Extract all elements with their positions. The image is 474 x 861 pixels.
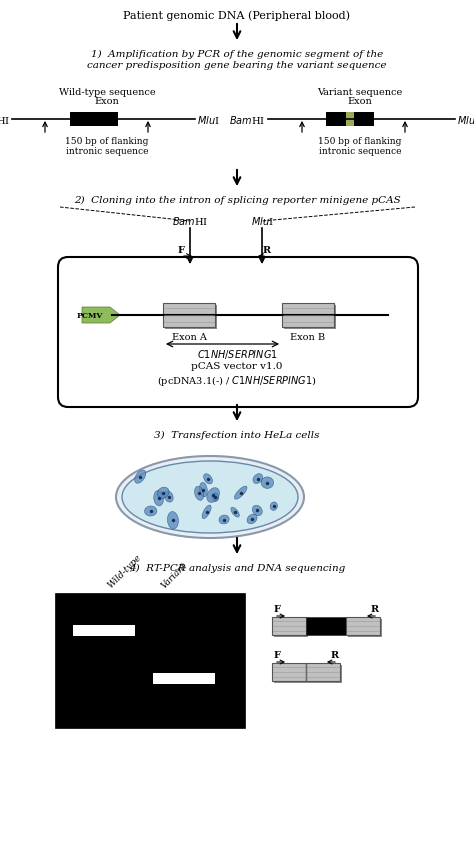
Text: Exon: Exon <box>347 97 373 106</box>
Text: R: R <box>371 604 379 613</box>
Text: (pcDNA3.1(-) / $\mathit{C1NH/SERPING1}$): (pcDNA3.1(-) / $\mathit{C1NH/SERPING1}$) <box>157 374 317 387</box>
Text: $\mathit{Mlu}$I: $\mathit{Mlu}$I <box>197 114 220 126</box>
Ellipse shape <box>247 515 257 524</box>
Bar <box>348 619 382 637</box>
Bar <box>306 663 340 681</box>
Bar <box>282 304 334 328</box>
Bar <box>73 625 135 636</box>
Bar <box>274 619 308 637</box>
Text: Exon A: Exon A <box>172 332 207 342</box>
Bar <box>55 593 245 728</box>
Bar <box>306 617 346 635</box>
FancyBboxPatch shape <box>58 257 418 407</box>
Ellipse shape <box>200 483 207 498</box>
Text: pCAS vector v1.0: pCAS vector v1.0 <box>191 362 283 370</box>
Text: F: F <box>273 650 281 660</box>
Ellipse shape <box>203 474 212 485</box>
Text: Exon: Exon <box>95 97 119 106</box>
Text: $\mathit{Mlu}$I: $\mathit{Mlu}$I <box>251 214 273 226</box>
Ellipse shape <box>252 505 262 516</box>
Ellipse shape <box>145 506 157 517</box>
Text: PCMV: PCMV <box>77 312 103 319</box>
Bar <box>272 617 306 635</box>
Text: R: R <box>263 245 271 255</box>
Bar <box>346 617 380 635</box>
Bar <box>346 113 354 127</box>
Bar <box>153 673 215 684</box>
Bar <box>163 304 215 328</box>
Text: 150 bp of flanking
intronic sequence: 150 bp of flanking intronic sequence <box>65 137 149 156</box>
FancyArrow shape <box>82 307 120 324</box>
Ellipse shape <box>207 488 219 503</box>
Bar <box>284 306 336 330</box>
Text: $\mathit{C1NH/SERPING1}$: $\mathit{C1NH/SERPING1}$ <box>197 348 277 361</box>
Ellipse shape <box>154 491 164 506</box>
Ellipse shape <box>212 493 219 502</box>
Text: 3)  Transfection into HeLa cells: 3) Transfection into HeLa cells <box>154 430 320 440</box>
Bar <box>308 666 342 684</box>
Ellipse shape <box>116 456 304 538</box>
Ellipse shape <box>231 508 239 517</box>
Text: 2)  Cloning into the intron of splicing reporter minigene pCAS: 2) Cloning into the intron of splicing r… <box>73 195 401 205</box>
Ellipse shape <box>122 461 298 533</box>
Bar <box>272 663 306 681</box>
Ellipse shape <box>194 486 204 501</box>
Text: Wild-type: Wild-type <box>106 552 144 589</box>
Text: F: F <box>177 245 184 255</box>
Ellipse shape <box>235 486 247 499</box>
Text: Exon B: Exon B <box>291 332 326 342</box>
Text: 1)  Amplification by PCR of the genomic segment of the
cancer predisposition gen: 1) Amplification by PCR of the genomic s… <box>87 50 387 70</box>
Ellipse shape <box>261 477 273 489</box>
Ellipse shape <box>157 487 169 499</box>
Text: Patient genomic DNA (Peripheral blood): Patient genomic DNA (Peripheral blood) <box>124 10 350 21</box>
Ellipse shape <box>135 470 146 484</box>
Bar <box>70 113 118 127</box>
Text: Wild-type sequence: Wild-type sequence <box>59 88 155 97</box>
Bar <box>165 306 217 330</box>
Text: 150 bp of flanking
intronic sequence: 150 bp of flanking intronic sequence <box>319 137 401 156</box>
Text: 4)  RT-PCR analysis and DNA sequencing: 4) RT-PCR analysis and DNA sequencing <box>129 563 345 573</box>
Ellipse shape <box>164 492 173 503</box>
Text: F: F <box>273 604 281 613</box>
Text: $\mathit{Bam}$HI: $\mathit{Bam}$HI <box>0 114 10 126</box>
Text: Variant sequence: Variant sequence <box>318 88 402 97</box>
Ellipse shape <box>167 512 178 530</box>
Bar <box>274 666 308 684</box>
Ellipse shape <box>202 505 211 519</box>
Text: $\mathit{Bam}$HI: $\mathit{Bam}$HI <box>172 214 208 226</box>
Ellipse shape <box>253 474 263 484</box>
Text: Variant: Variant <box>159 560 189 589</box>
Bar <box>326 113 374 127</box>
Ellipse shape <box>219 516 229 524</box>
Text: $\mathit{Mlu}$I: $\mathit{Mlu}$I <box>457 114 474 126</box>
Ellipse shape <box>270 502 277 511</box>
Text: $\mathit{Bam}$HI: $\mathit{Bam}$HI <box>229 114 265 126</box>
Text: R: R <box>331 650 339 660</box>
